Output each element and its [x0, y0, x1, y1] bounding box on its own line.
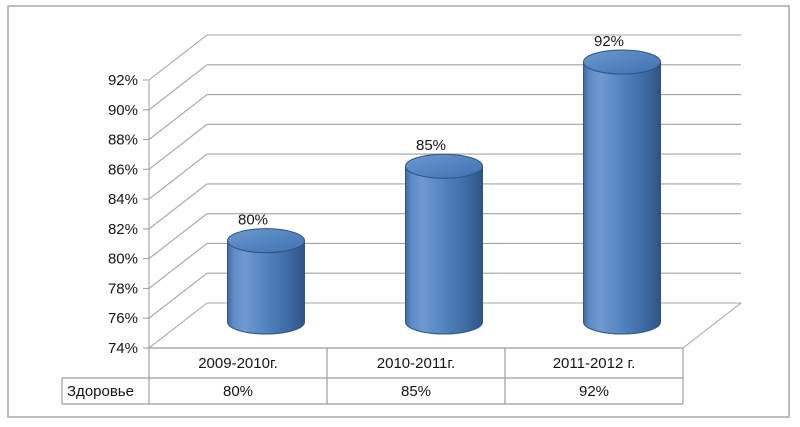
- cylinder-top-face: [405, 153, 483, 179]
- left-wall-gridline: [148, 64, 208, 111]
- cylinder-body: [405, 166, 483, 335]
- value-cell-2: 85%: [400, 382, 432, 400]
- left-wall-gridline: [148, 213, 208, 260]
- cylinder-bar-2: [405, 153, 483, 335]
- left-wall-gridline: [148, 34, 208, 81]
- left-wall-gridline: [148, 123, 208, 170]
- series-name-cell: Здоровье: [67, 382, 134, 400]
- floor-right-edge: [682, 302, 742, 349]
- cylinder-body: [227, 240, 305, 335]
- left-wall-gridline: [148, 243, 208, 289]
- left-wall-gridline: [148, 183, 208, 230]
- y-axis-tick-label: 84%: [108, 191, 138, 208]
- y-axis-tick-label: 76%: [108, 310, 138, 327]
- category-cell-3: 2011-2012 г.: [552, 354, 636, 372]
- y-axis-tick-label: 82%: [108, 221, 138, 238]
- y-axis-tick-label: 80%: [108, 251, 138, 268]
- left-wall-gridline: [148, 94, 208, 140]
- category-cell-2: 2010-2011г.: [376, 354, 456, 372]
- left-wall-gridline: [148, 153, 208, 200]
- cylinder-body: [583, 61, 661, 335]
- value-cell-3: 92%: [578, 382, 610, 400]
- left-wall-gridline: [148, 272, 208, 319]
- cylinder-top-face: [583, 49, 661, 75]
- left-wall-gridline: [148, 302, 208, 349]
- bar-data-label: 92%: [594, 33, 624, 50]
- category-cell-1: 2009-2010г.: [198, 354, 278, 372]
- cylinder-bars-layer: [227, 49, 661, 335]
- y-axis-tick-label: 78%: [108, 280, 138, 297]
- labels-layer: 80% 85% 92%: [238, 33, 624, 229]
- y-axis-tick-label: 92%: [108, 72, 138, 89]
- bar-data-label: 85%: [416, 137, 446, 154]
- cylinder-bar-1: [227, 228, 305, 335]
- bar-data-label: 80%: [238, 212, 268, 229]
- cylinder-bar-3: [583, 49, 661, 335]
- value-cell-1: 80%: [222, 382, 254, 400]
- y-axis-tick-label: 90%: [108, 102, 138, 119]
- y-axis-tick-label: 86%: [108, 161, 138, 178]
- y-axis-tick-label: 88%: [108, 132, 138, 149]
- y-axis-tick-label: 74%: [108, 340, 138, 357]
- cylinder-top-face: [227, 228, 305, 254]
